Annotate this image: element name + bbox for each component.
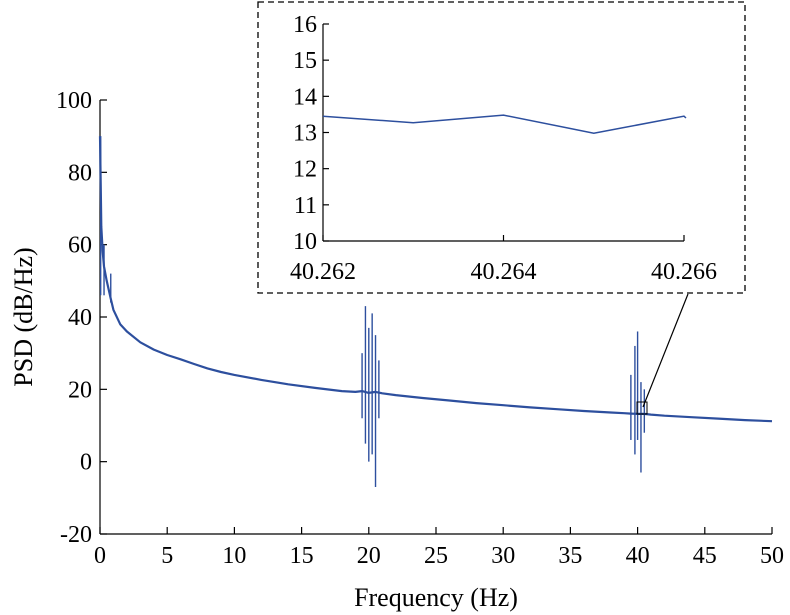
x-tick-label: 50 — [760, 543, 784, 569]
inset-plot: 40.262 40.264 40.266 10 11 12 13 14 15 16 — [257, 1, 746, 294]
inset-x-tick-label: 40.266 — [651, 259, 717, 285]
x-axis-title: Frequency (Hz) — [354, 583, 518, 612]
x-tick-label: 45 — [693, 543, 717, 569]
y-tick-label: 80 — [68, 160, 92, 186]
inset-y-tick-label: 10 — [293, 229, 317, 255]
y-tick-label: 40 — [68, 305, 92, 331]
y-tick-label: -20 — [60, 522, 92, 548]
inset-y-tick-label: 15 — [293, 48, 317, 74]
x-tick-label: 35 — [558, 543, 582, 569]
y-tick-label: 100 — [56, 88, 92, 114]
inset-series-line — [322, 114, 687, 134]
psd-series-line — [98, 136, 773, 423]
zoom-marker — [636, 401, 648, 415]
x-tick-label: 20 — [357, 543, 381, 569]
inset-y-tick-label: 16 — [293, 12, 317, 38]
inset-y-tick-label: 11 — [294, 193, 317, 219]
y-tick-label: 20 — [68, 377, 92, 403]
inset-x-tick-label: 40.262 — [290, 259, 356, 285]
y-tick-label: 60 — [68, 233, 92, 259]
inset-leader-line — [642, 293, 689, 408]
y-tick-label: 0 — [80, 450, 92, 476]
inset-x-ticks: 40.262 40.264 40.266 — [290, 235, 717, 285]
inset-y-ticks: 10 11 12 13 14 15 16 — [293, 12, 329, 255]
inset-y-tick-label: 14 — [293, 84, 317, 110]
x-tick-label: 25 — [424, 543, 448, 569]
x-tick-label: 0 — [94, 543, 106, 569]
y-axis-title: PSD (dB/Hz) — [9, 247, 38, 386]
x-tick-label: 30 — [491, 543, 515, 569]
inset-y-tick-label: 12 — [293, 157, 317, 183]
x-tick-label: 15 — [290, 543, 314, 569]
y-ticks: -20 0 20 40 60 80 100 — [56, 88, 107, 548]
x-tick-label: 5 — [161, 543, 173, 569]
x-tick-label: 40 — [626, 543, 650, 569]
inset-x-tick-label: 40.264 — [471, 259, 537, 285]
inset-y-tick-label: 13 — [293, 121, 317, 147]
x-tick-label: 10 — [222, 543, 246, 569]
x-ticks: 0 5 10 15 20 25 30 35 40 45 50 — [94, 527, 784, 569]
inset-frame — [257, 1, 746, 294]
